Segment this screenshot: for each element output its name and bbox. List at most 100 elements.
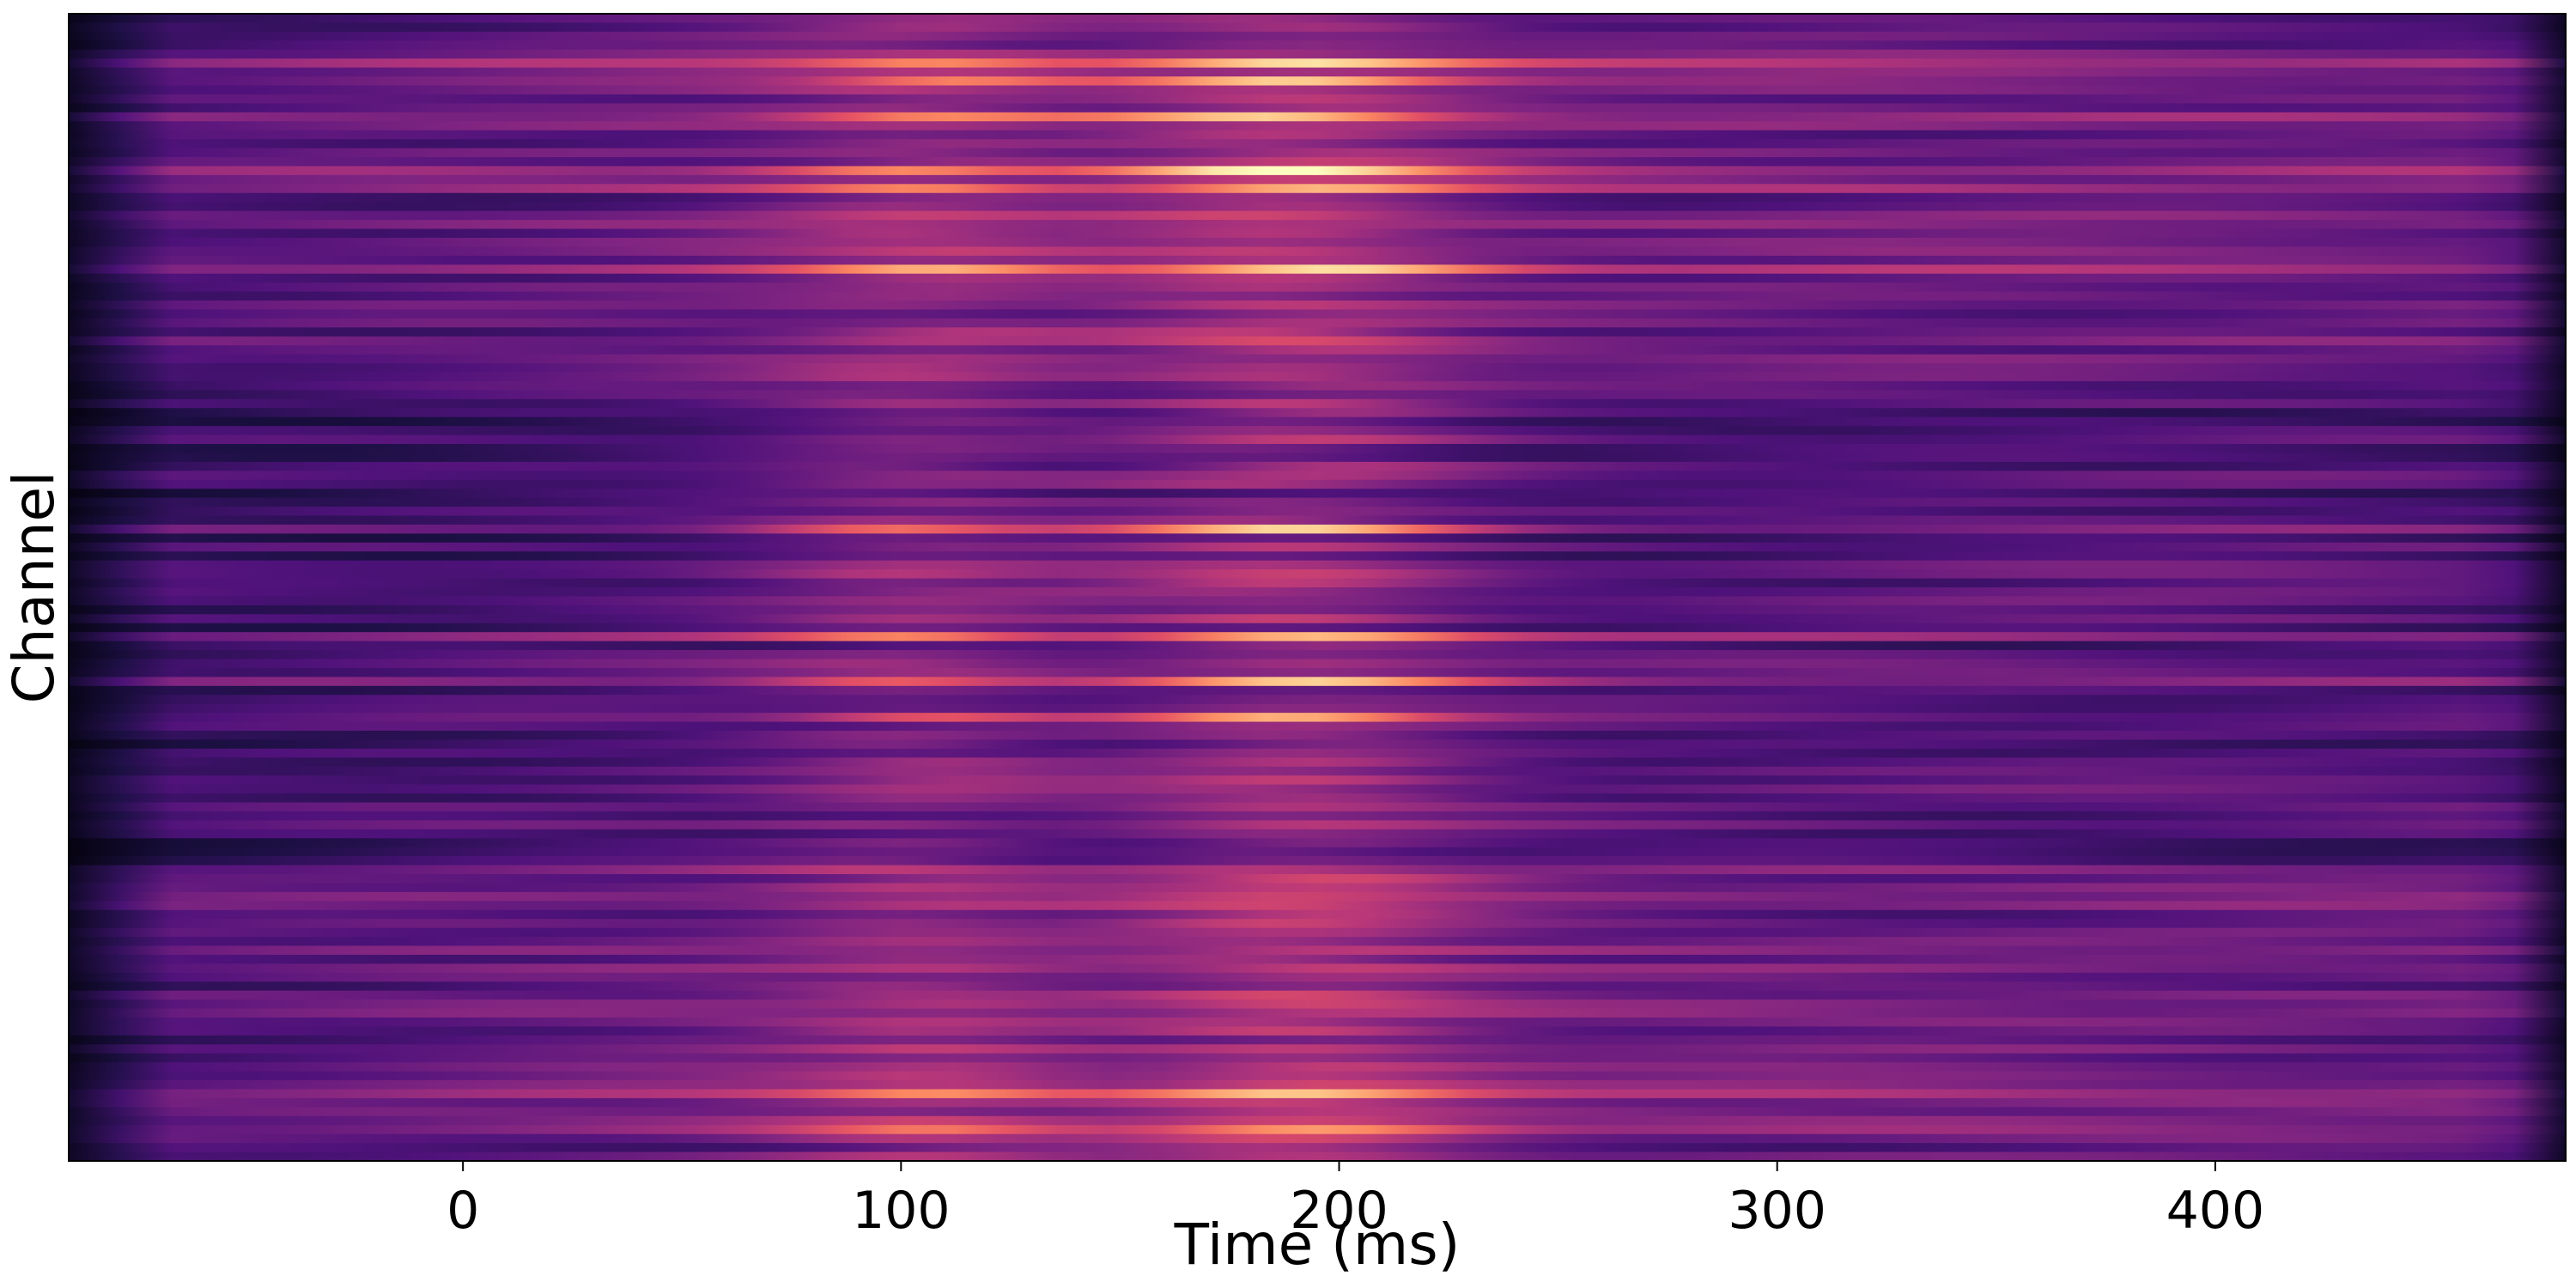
channel-row: [69, 739, 2566, 750]
channel-row: [69, 667, 2566, 677]
x-tick-label: 200: [1290, 1181, 1388, 1241]
channel-row: [69, 444, 2566, 454]
channel-row: [69, 891, 2566, 902]
channel-row: [69, 1044, 2566, 1054]
channel-row: [69, 999, 2566, 1010]
channel-row: [69, 578, 2566, 588]
channel-row: [69, 829, 2566, 839]
channel-row: [69, 49, 2566, 59]
channel-row: [69, 497, 2566, 507]
channel-row: [69, 103, 2566, 113]
channel-row: [69, 883, 2566, 893]
channel-row: [69, 757, 2566, 768]
channel-row: [69, 301, 2566, 311]
channel-row: [69, 228, 2566, 239]
channel-row: [69, 507, 2566, 517]
channel-row: [69, 246, 2566, 257]
channel-row: [69, 434, 2566, 445]
channel-row: [69, 336, 2566, 346]
channel-row: [69, 408, 2566, 418]
channel-row: [69, 856, 2566, 866]
x-axis-label: Time (ms): [1174, 1212, 1461, 1278]
channel-row: [69, 775, 2566, 786]
channel-row: [69, 614, 2566, 624]
channel-row: [69, 1035, 2566, 1045]
channel-row: [69, 363, 2566, 374]
channel-row: [69, 174, 2566, 185]
channel-row: [69, 802, 2566, 812]
channel-row: [69, 703, 2566, 714]
channel-row: [69, 76, 2566, 87]
channel-row: [69, 1107, 2566, 1117]
channel-row: [69, 398, 2566, 409]
channel-row: [69, 372, 2566, 382]
channel-row: [69, 954, 2566, 964]
channel-row: [69, 1071, 2566, 1081]
channel-row: [69, 1026, 2566, 1036]
channel-row: [69, 542, 2566, 552]
channel-row: [69, 327, 2566, 337]
channel-row: [69, 202, 2566, 212]
channel-row: [69, 623, 2566, 633]
channel-row: [69, 121, 2566, 131]
channel-row: [69, 283, 2566, 293]
channel-row: [69, 273, 2566, 283]
channel-row: [69, 309, 2566, 319]
channel-row: [69, 919, 2566, 929]
y-axis-label: Channel: [1, 471, 67, 704]
channel-row: [69, 685, 2566, 696]
channel-row: [69, 471, 2566, 481]
channel-row: [69, 85, 2566, 95]
channel-row: [69, 847, 2566, 857]
channel-row: [69, 731, 2566, 741]
channel-row: [69, 641, 2566, 651]
channel-row: [69, 784, 2566, 794]
channel-row: [69, 713, 2566, 723]
channel-row: [69, 380, 2566, 391]
channel-row: [69, 130, 2566, 140]
x-axis: 0 100 200 300 400: [447, 1161, 2264, 1241]
heatmap-rows: [69, 14, 2566, 1162]
channel-row: [69, 112, 2566, 122]
channel-row: [69, 515, 2566, 526]
channel-row: [69, 192, 2566, 203]
channel-row: [69, 551, 2566, 562]
channel-row: [69, 811, 2566, 821]
channel-row: [69, 524, 2566, 534]
channel-row: [69, 721, 2566, 732]
channel-row: [69, 945, 2566, 956]
channel-row: [69, 1008, 2566, 1018]
channel-row: [69, 139, 2566, 149]
channel-row: [69, 569, 2566, 580]
channel-row: [69, 184, 2566, 194]
x-tick-label: 300: [1728, 1181, 1826, 1241]
channel-row: [69, 157, 2566, 167]
channel-row: [69, 909, 2566, 920]
channel-row: [69, 605, 2566, 615]
channel-row: [69, 264, 2566, 275]
channel-row: [69, 1133, 2566, 1144]
channel-row: [69, 1080, 2566, 1091]
channel-row: [69, 1125, 2566, 1135]
channel-row: [69, 1151, 2566, 1162]
channel-row: [69, 937, 2566, 947]
x-tick-label: 100: [852, 1181, 951, 1241]
channel-row: [69, 416, 2566, 427]
channel-row: [69, 479, 2566, 489]
channel-row: [69, 1018, 2566, 1028]
channel-row: [69, 354, 2566, 364]
channel-row: [69, 1053, 2566, 1063]
channel-row: [69, 820, 2566, 830]
channel-row: [69, 990, 2566, 1000]
channel-row: [69, 148, 2566, 158]
x-tick-label: 400: [2166, 1181, 2265, 1241]
channel-row: [69, 220, 2566, 230]
channel-row: [69, 58, 2566, 69]
channel-row: [69, 1115, 2566, 1126]
channel-row: [69, 461, 2566, 471]
channel-row: [69, 67, 2566, 77]
x-tick-label: 0: [447, 1181, 479, 1241]
channel-row: [69, 390, 2566, 400]
channel-row: [69, 1097, 2566, 1108]
